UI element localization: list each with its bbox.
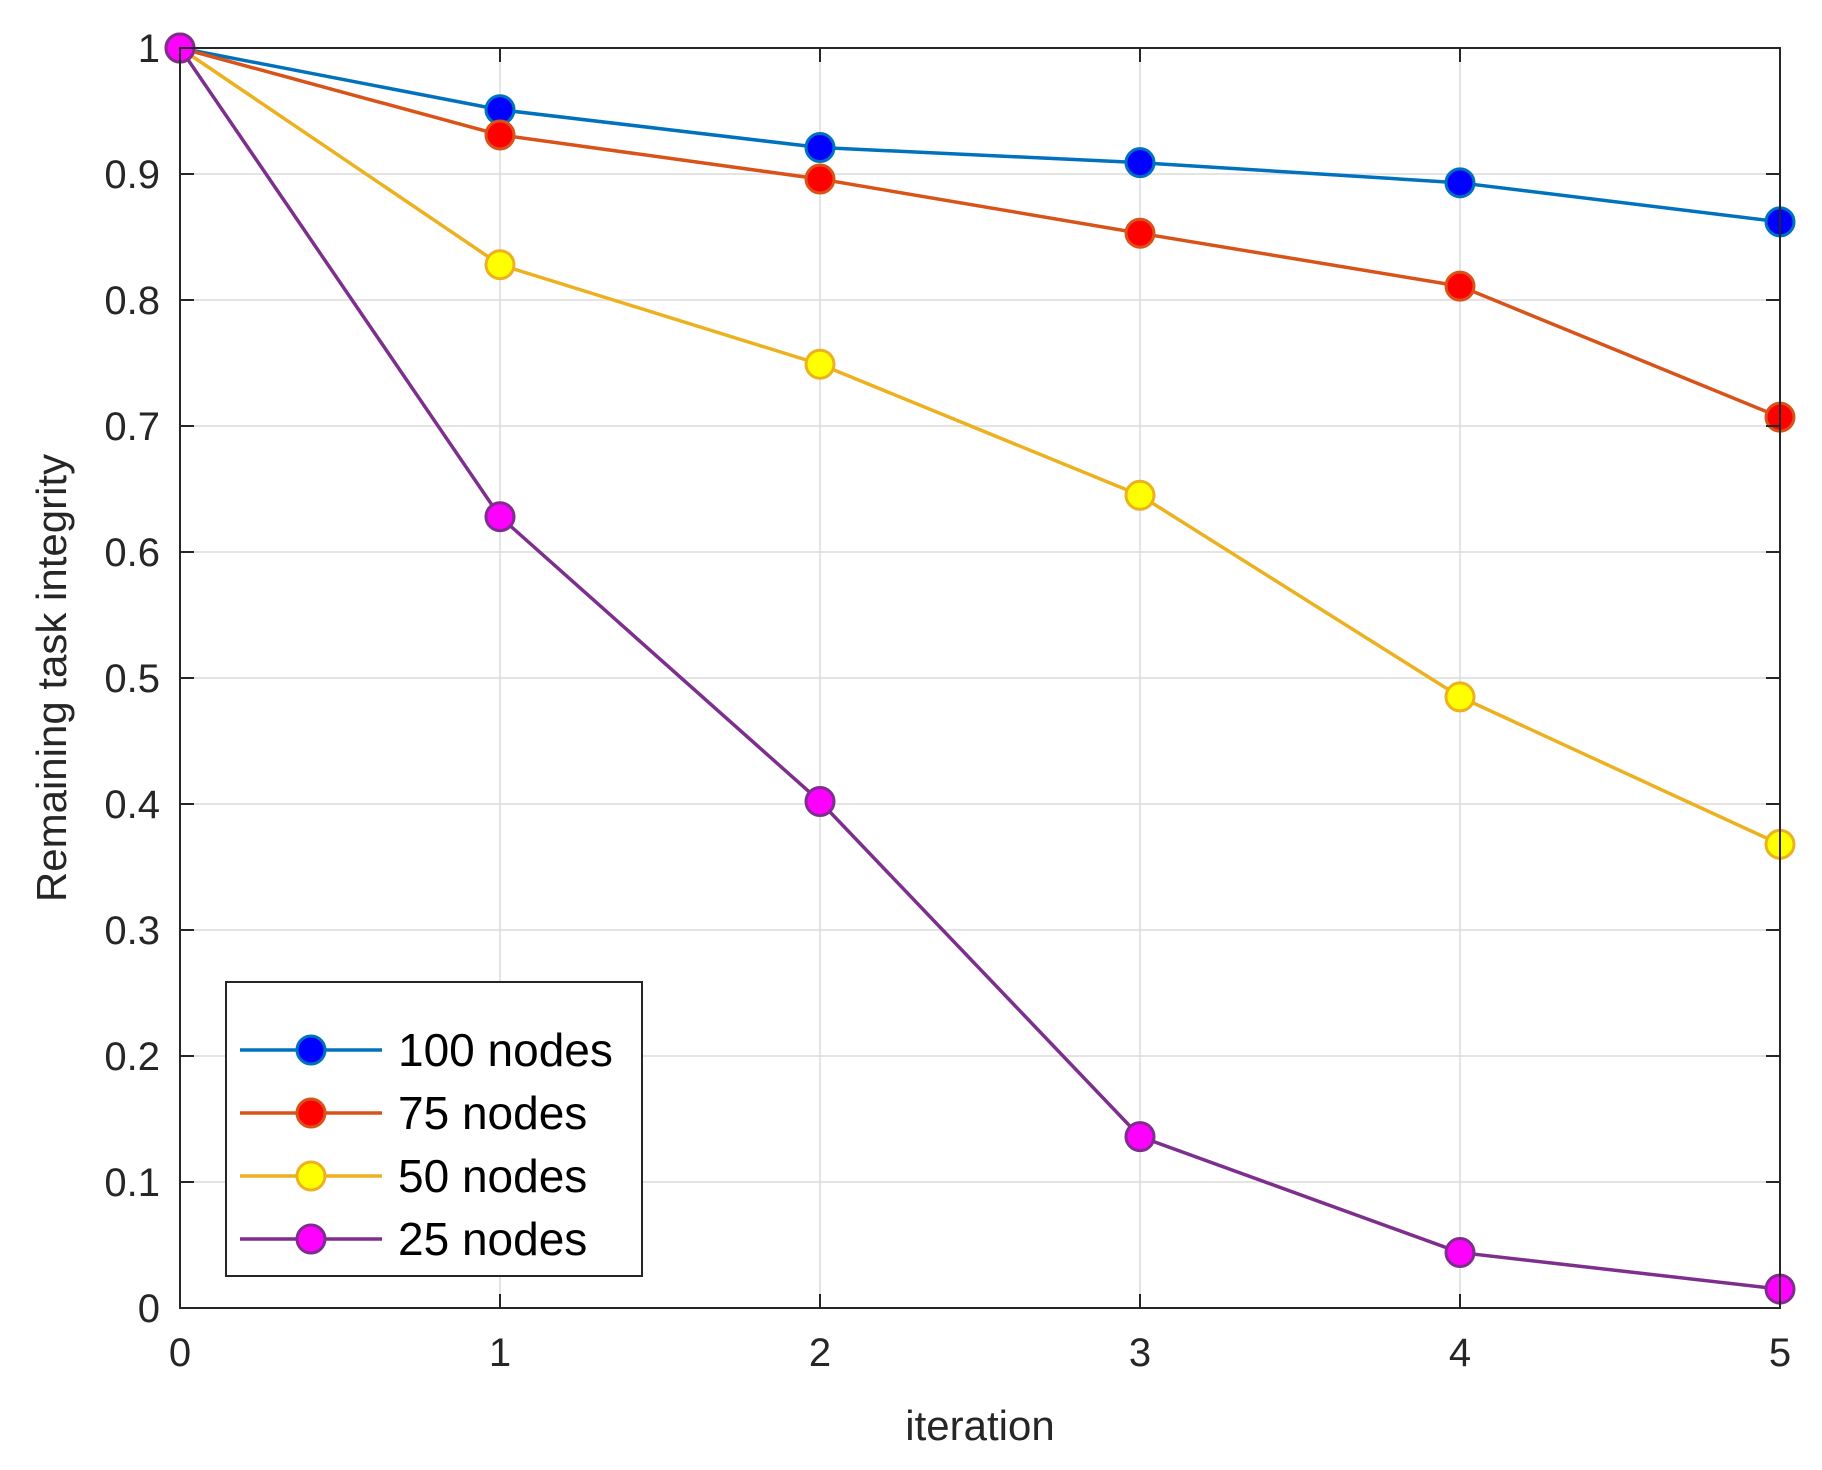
data-point [1444, 1237, 1476, 1269]
legend-label: 50 nodes [398, 1150, 587, 1202]
data-point [1444, 681, 1476, 713]
x-tick-label: 3 [1129, 1331, 1151, 1375]
x-tick-label: 0 [169, 1331, 191, 1375]
y-tick-label: 0.1 [104, 1161, 160, 1205]
x-tick-label: 5 [1769, 1331, 1791, 1375]
legend-item: 75 nodes [240, 1087, 587, 1139]
legend-item: 100 nodes [240, 1024, 613, 1076]
series-line [179, 46, 1781, 846]
legend: 100 nodes 75 nodes 50 nodes 25 nodes [225, 981, 643, 1277]
y-tick-label: 0.8 [104, 279, 160, 323]
data-point [1124, 217, 1156, 249]
x-tick-label: 2 [809, 1331, 831, 1375]
y-tick-label: 0.5 [104, 657, 160, 701]
legend-marker [295, 1097, 327, 1129]
y-axis-title: Remaining task integrity [28, 454, 75, 902]
legend-label: 25 nodes [398, 1213, 587, 1265]
x-tick-labels: 0 1 2 3 4 5 [169, 1331, 1791, 1375]
data-point [1124, 1121, 1156, 1153]
data-point [804, 132, 836, 164]
data-point [1124, 147, 1156, 179]
data-point [1444, 270, 1476, 302]
x-tick-label: 1 [489, 1331, 511, 1375]
y-tick-label: 1 [138, 27, 160, 71]
y-tick-label: 0.4 [104, 783, 160, 827]
series-line [178, 47, 1781, 1291]
legend-marker [295, 1160, 327, 1192]
axis-ticks [179, 47, 1781, 1309]
legend-item: 25 nodes [240, 1213, 587, 1265]
y-tick-labels: 0 0.1 0.2 0.3 0.4 0.5 0.6 0.7 0.8 0.9 1 [104, 27, 160, 1331]
series-line [179, 46, 1781, 419]
x-axis-title: iteration [905, 1402, 1054, 1449]
data-point [1124, 479, 1156, 511]
y-tick-label: 0.9 [104, 153, 160, 197]
data-point [484, 119, 516, 151]
y-tick-label: 0.3 [104, 909, 160, 953]
series-line [179, 46, 1781, 224]
legend-label: 100 nodes [398, 1024, 613, 1076]
legend-item: 50 nodes [240, 1150, 587, 1202]
data-point [484, 249, 516, 281]
legend-label: 75 nodes [398, 1087, 587, 1139]
y-tick-label: 0.7 [104, 405, 160, 449]
legend-box [225, 981, 643, 1277]
series-3 [164, 32, 1796, 1305]
y-tick-label: 0 [138, 1287, 160, 1331]
legend-marker [295, 1223, 327, 1255]
data-point [804, 348, 836, 380]
data-point [804, 163, 836, 195]
y-tick-label: 0.2 [104, 1035, 160, 1079]
legend-marker [295, 1034, 327, 1066]
data-point [804, 785, 836, 817]
data-point [484, 501, 516, 533]
y-tick-label: 0.6 [104, 531, 160, 575]
data-point [1444, 167, 1476, 199]
data-series [164, 32, 1796, 1305]
x-tick-label: 4 [1449, 1331, 1471, 1375]
